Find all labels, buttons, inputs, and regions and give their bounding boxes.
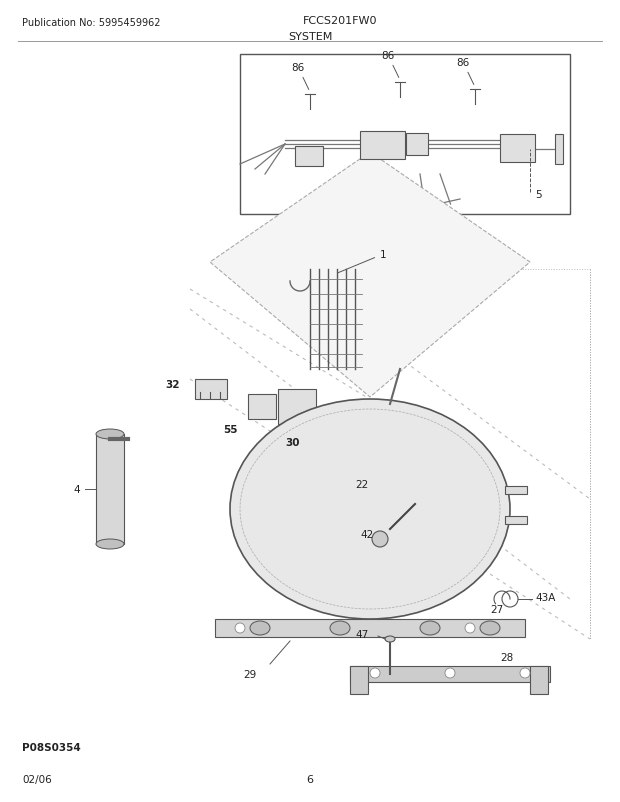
Text: 86: 86 (381, 51, 399, 79)
Bar (350, 666, 368, 695)
Text: 30: 30 (286, 437, 300, 448)
Ellipse shape (230, 399, 510, 619)
Text: 43A: 43A (535, 592, 556, 602)
Ellipse shape (96, 539, 124, 549)
Bar (96, 435, 124, 545)
Bar (248, 395, 276, 419)
Bar (500, 135, 535, 163)
Circle shape (520, 668, 530, 678)
Circle shape (235, 623, 245, 634)
Bar (505, 516, 527, 525)
Bar (240, 55, 570, 215)
Text: 29: 29 (244, 669, 257, 679)
Circle shape (372, 532, 388, 547)
Text: 6: 6 (306, 774, 314, 784)
Bar (360, 132, 405, 160)
Text: 02/06: 02/06 (22, 774, 51, 784)
Circle shape (370, 668, 380, 678)
Bar (350, 666, 550, 683)
Text: 86: 86 (456, 58, 474, 85)
Bar (278, 390, 316, 424)
Text: 27: 27 (490, 604, 503, 614)
Bar (295, 147, 323, 167)
Text: 22: 22 (355, 480, 368, 489)
Text: FCCS201FW0: FCCS201FW0 (303, 16, 377, 26)
Circle shape (465, 623, 475, 634)
Text: 42: 42 (360, 529, 373, 539)
Circle shape (502, 591, 518, 607)
Text: 1: 1 (337, 249, 387, 273)
Text: 32: 32 (166, 379, 180, 390)
Text: 28: 28 (500, 652, 513, 662)
Ellipse shape (385, 636, 395, 642)
Bar (505, 486, 527, 494)
Ellipse shape (330, 622, 350, 635)
Bar (195, 379, 227, 399)
Text: 55: 55 (223, 424, 238, 435)
Text: 5: 5 (535, 190, 542, 200)
Bar (215, 619, 525, 638)
Text: 47: 47 (355, 630, 368, 639)
Ellipse shape (250, 622, 270, 635)
Text: 86: 86 (291, 63, 309, 91)
Bar (530, 666, 548, 695)
Bar (555, 135, 563, 164)
Text: P08S0354: P08S0354 (22, 742, 81, 752)
Ellipse shape (420, 622, 440, 635)
Text: Publication No: 5995459962: Publication No: 5995459962 (22, 18, 161, 28)
Ellipse shape (96, 429, 124, 439)
Polygon shape (210, 153, 530, 398)
Text: SYSTEM: SYSTEM (288, 32, 332, 42)
Bar (406, 134, 428, 156)
Circle shape (445, 668, 455, 678)
Text: 4: 4 (73, 484, 80, 494)
Ellipse shape (480, 622, 500, 635)
